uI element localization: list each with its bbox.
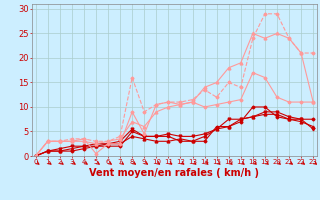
X-axis label: Vent moyen/en rafales ( km/h ): Vent moyen/en rafales ( km/h ) — [89, 168, 260, 178]
